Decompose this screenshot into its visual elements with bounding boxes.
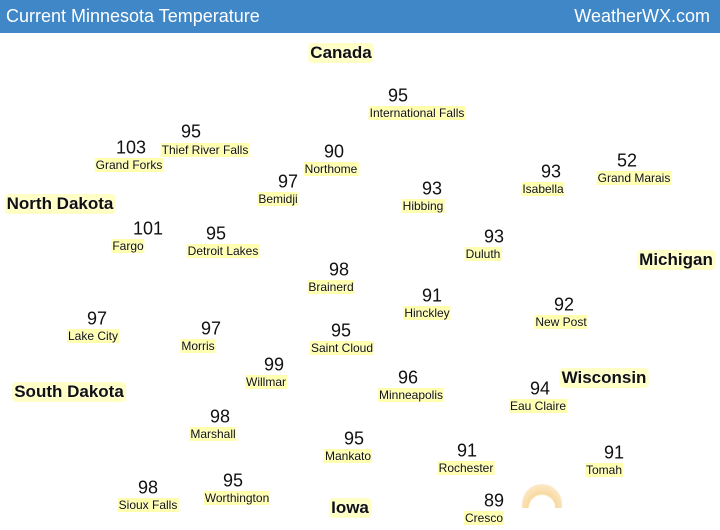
region-label: North Dakota	[4, 194, 116, 214]
city-name: Bemidji	[257, 192, 299, 206]
region-label: Michigan	[637, 250, 715, 270]
city-name: Rochester	[437, 461, 495, 475]
temperature: 95	[222, 470, 244, 491]
city-name: International Falls	[368, 106, 466, 120]
city-name: Hibbing	[401, 199, 445, 213]
temperature: 95	[343, 428, 365, 449]
city-name: Willmar	[245, 375, 287, 389]
temperature: 95	[180, 121, 202, 142]
city-name: Brainerd	[307, 280, 355, 294]
temperature: 101	[132, 218, 164, 239]
city-name: Minneapolis	[377, 388, 445, 402]
temperature: 94	[529, 378, 551, 399]
temperature: 97	[277, 171, 299, 192]
temperature: 97	[86, 308, 108, 329]
temperature: 90	[323, 141, 345, 162]
temperature: 96	[397, 367, 419, 388]
city-name: New Post	[534, 315, 588, 329]
city-name: Saint Cloud	[309, 341, 375, 355]
temperature: 52	[616, 150, 638, 171]
region-label: Iowa	[329, 498, 371, 518]
city-name: Thief River Falls	[160, 143, 250, 157]
temperature: 89	[483, 490, 505, 511]
temperature: 98	[137, 477, 159, 498]
temperature: 99	[263, 354, 285, 375]
region-label: South Dakota	[12, 382, 126, 402]
temperature: 95	[387, 85, 409, 106]
city-name: Cresco	[463, 511, 505, 525]
weather-icon	[522, 484, 562, 508]
temperature: 91	[456, 440, 478, 461]
temperature: 97	[200, 318, 222, 339]
page-title: Current Minnesota Temperature	[6, 6, 260, 26]
temperature: 103	[115, 137, 147, 158]
city-name: Detroit Lakes	[186, 244, 260, 258]
city-name: Sioux Falls	[117, 498, 179, 512]
city-name: Worthington	[203, 491, 271, 505]
city-name: Isabella	[521, 182, 565, 196]
header-bar: Current Minnesota Temperature WeatherWX.…	[0, 0, 720, 33]
city-name: Morris	[180, 339, 216, 353]
city-name: Marshall	[189, 427, 237, 441]
temperature: 93	[421, 178, 443, 199]
city-name: Fargo	[111, 239, 145, 253]
region-label: Wisconsin	[559, 368, 649, 388]
temperature: 98	[328, 259, 350, 280]
city-name: Mankato	[323, 449, 373, 463]
temperature: 91	[603, 442, 625, 463]
city-name: Tomah	[584, 463, 624, 477]
site-name[interactable]: WeatherWX.com	[574, 6, 710, 26]
city-name: Lake City	[66, 329, 120, 343]
temperature: 98	[209, 406, 231, 427]
temperature: 91	[421, 285, 443, 306]
region-label: Canada	[308, 43, 374, 63]
city-name: Grand Forks	[94, 158, 164, 172]
temperature: 93	[540, 161, 562, 182]
city-name: Northome	[303, 162, 359, 176]
temperature: 95	[205, 223, 227, 244]
city-name: Eau Claire	[508, 399, 568, 413]
temperature: 92	[553, 294, 575, 315]
city-name: Hinckley	[403, 306, 451, 320]
temperature: 93	[483, 226, 505, 247]
city-name: Grand Marais	[596, 171, 672, 185]
temperature: 95	[330, 320, 352, 341]
city-name: Duluth	[464, 247, 502, 261]
